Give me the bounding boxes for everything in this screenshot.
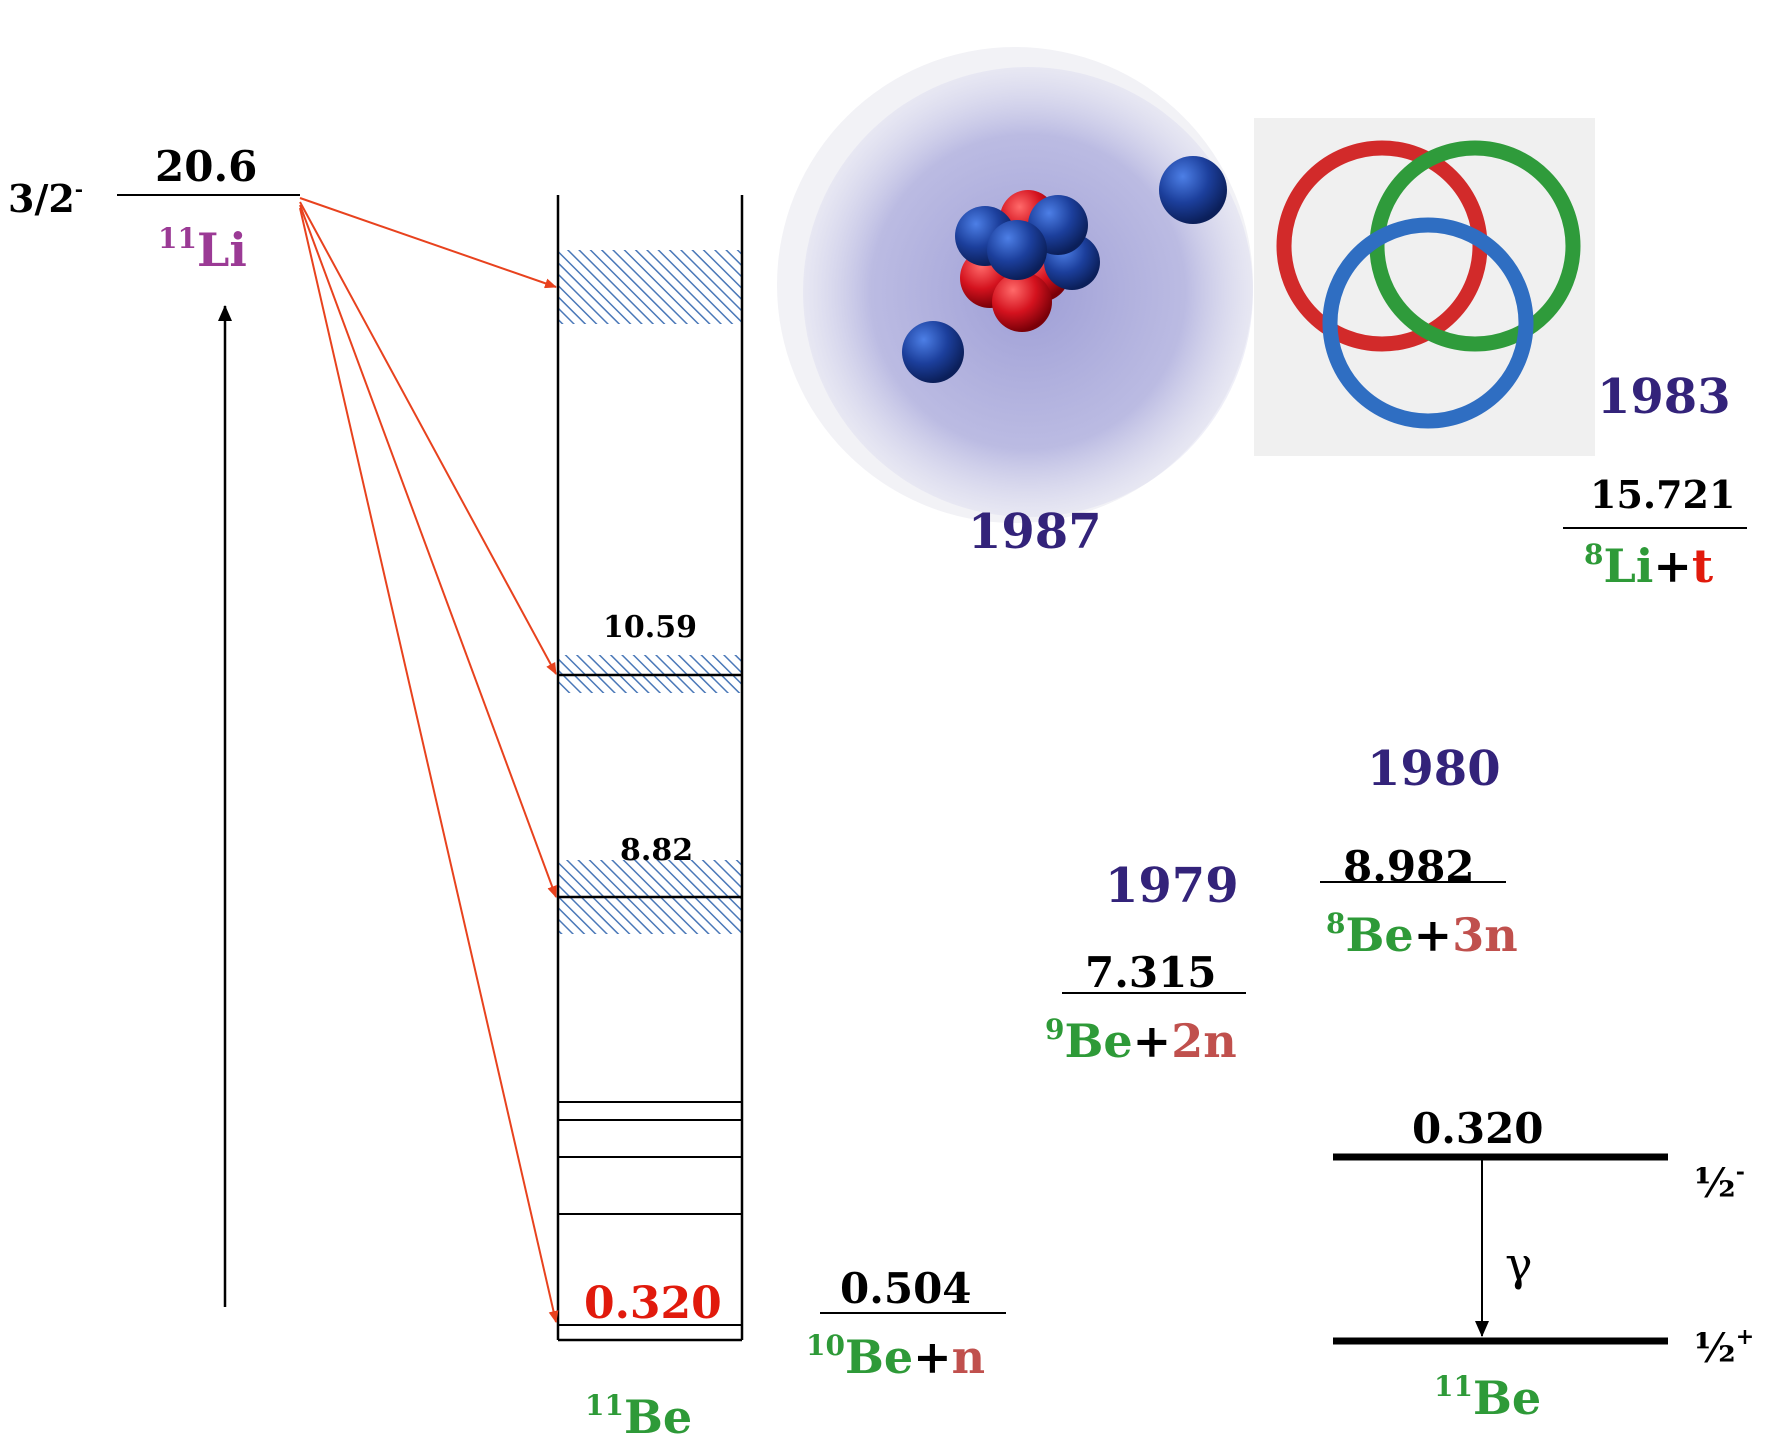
threshold-channel: 10Be+n — [806, 1329, 985, 1384]
beta-decay-arrows — [299, 197, 559, 1323]
gamma-symbol: γ — [1505, 1237, 1533, 1291]
li11-energy: 20.6 — [155, 142, 257, 191]
threshold-channel: 8Be+3n — [1326, 907, 1518, 962]
threshold-li8-t: 1983 15.721 8Li+t — [1563, 369, 1747, 593]
feeding-arrow — [299, 204, 557, 898]
be11-level-column: 10.59 8.82 0.320 11Be — [556, 195, 744, 1444]
be11-column-nuclide: 11Be — [585, 1389, 692, 1444]
feeding-arrow — [299, 201, 557, 675]
threshold-energy: 15.721 — [1590, 472, 1735, 517]
threshold-channel: 9Be+2n — [1045, 1013, 1237, 1068]
threshold-channel: 8Li+t — [1584, 538, 1714, 593]
gamma-panel-nuclide: 11Be — [1434, 1370, 1541, 1425]
year-label: 1980 — [1367, 741, 1501, 797]
year-label: 1983 — [1597, 369, 1731, 425]
halo-year-label: 1987 — [968, 504, 1102, 560]
feeding-arrow — [299, 197, 557, 289]
level-label-882: 8.82 — [620, 833, 693, 868]
li11-level: 3/2- 20.6 11Li — [8, 142, 300, 1307]
threshold-energy: 0.504 — [840, 1264, 972, 1313]
hatched-resonance-top — [558, 250, 742, 324]
threshold-energy: 7.315 — [1085, 948, 1217, 997]
level-label-0320: 0.320 — [584, 1278, 722, 1329]
level-label-1059: 10.59 — [603, 610, 697, 645]
halo-nucleus-icon — [777, 47, 1253, 523]
li11-spin-label: 3/2- — [8, 176, 83, 221]
upper-spin-parity: ½- — [1694, 1159, 1745, 1207]
threshold-be10-n: 0.504 10Be+n — [806, 1264, 1006, 1384]
threshold-be9-2n: 1979 7.315 9Be+2n — [1045, 858, 1246, 1068]
year-label: 1979 — [1105, 858, 1239, 914]
threshold-energy: 8.982 — [1343, 842, 1475, 891]
borromean-rings-icon — [1254, 118, 1595, 456]
feeding-arrow — [299, 207, 559, 1323]
gamma-level-energy: 0.320 — [1412, 1104, 1544, 1153]
threshold-be8-3n: 1980 8.982 8Be+3n — [1320, 741, 1518, 962]
li11-nuclide: 11Li — [158, 222, 247, 277]
lower-spin-parity: ½+ — [1694, 1324, 1754, 1372]
gamma-transition-panel: 0.320 γ ½- ½+ 11Be — [1333, 1104, 1754, 1425]
